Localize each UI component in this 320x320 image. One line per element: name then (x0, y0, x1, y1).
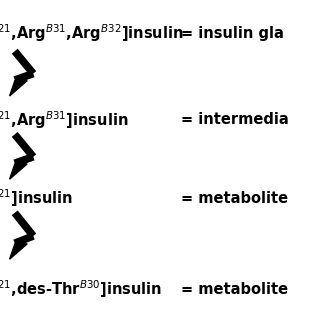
Polygon shape (10, 164, 27, 179)
Text: = metabolite: = metabolite (181, 282, 288, 297)
Polygon shape (10, 81, 27, 96)
Text: = metabolite: = metabolite (181, 191, 288, 206)
Text: $^{21}$,Arg$^{B31}$,Arg$^{B32}$]insulin: $^{21}$,Arg$^{B31}$,Arg$^{B32}$]insulin (0, 23, 183, 44)
Text: $^{21}$]insulin: $^{21}$]insulin (0, 188, 73, 209)
Text: $^{21}$,Arg$^{B31}$]insulin: $^{21}$,Arg$^{B31}$]insulin (0, 109, 128, 131)
Text: = intermedia: = intermedia (181, 113, 289, 127)
Text: $^{21}$,des-Thr$^{B30}$]insulin: $^{21}$,des-Thr$^{B30}$]insulin (0, 279, 162, 300)
Polygon shape (10, 244, 27, 259)
Text: = insulin gla: = insulin gla (181, 26, 284, 41)
